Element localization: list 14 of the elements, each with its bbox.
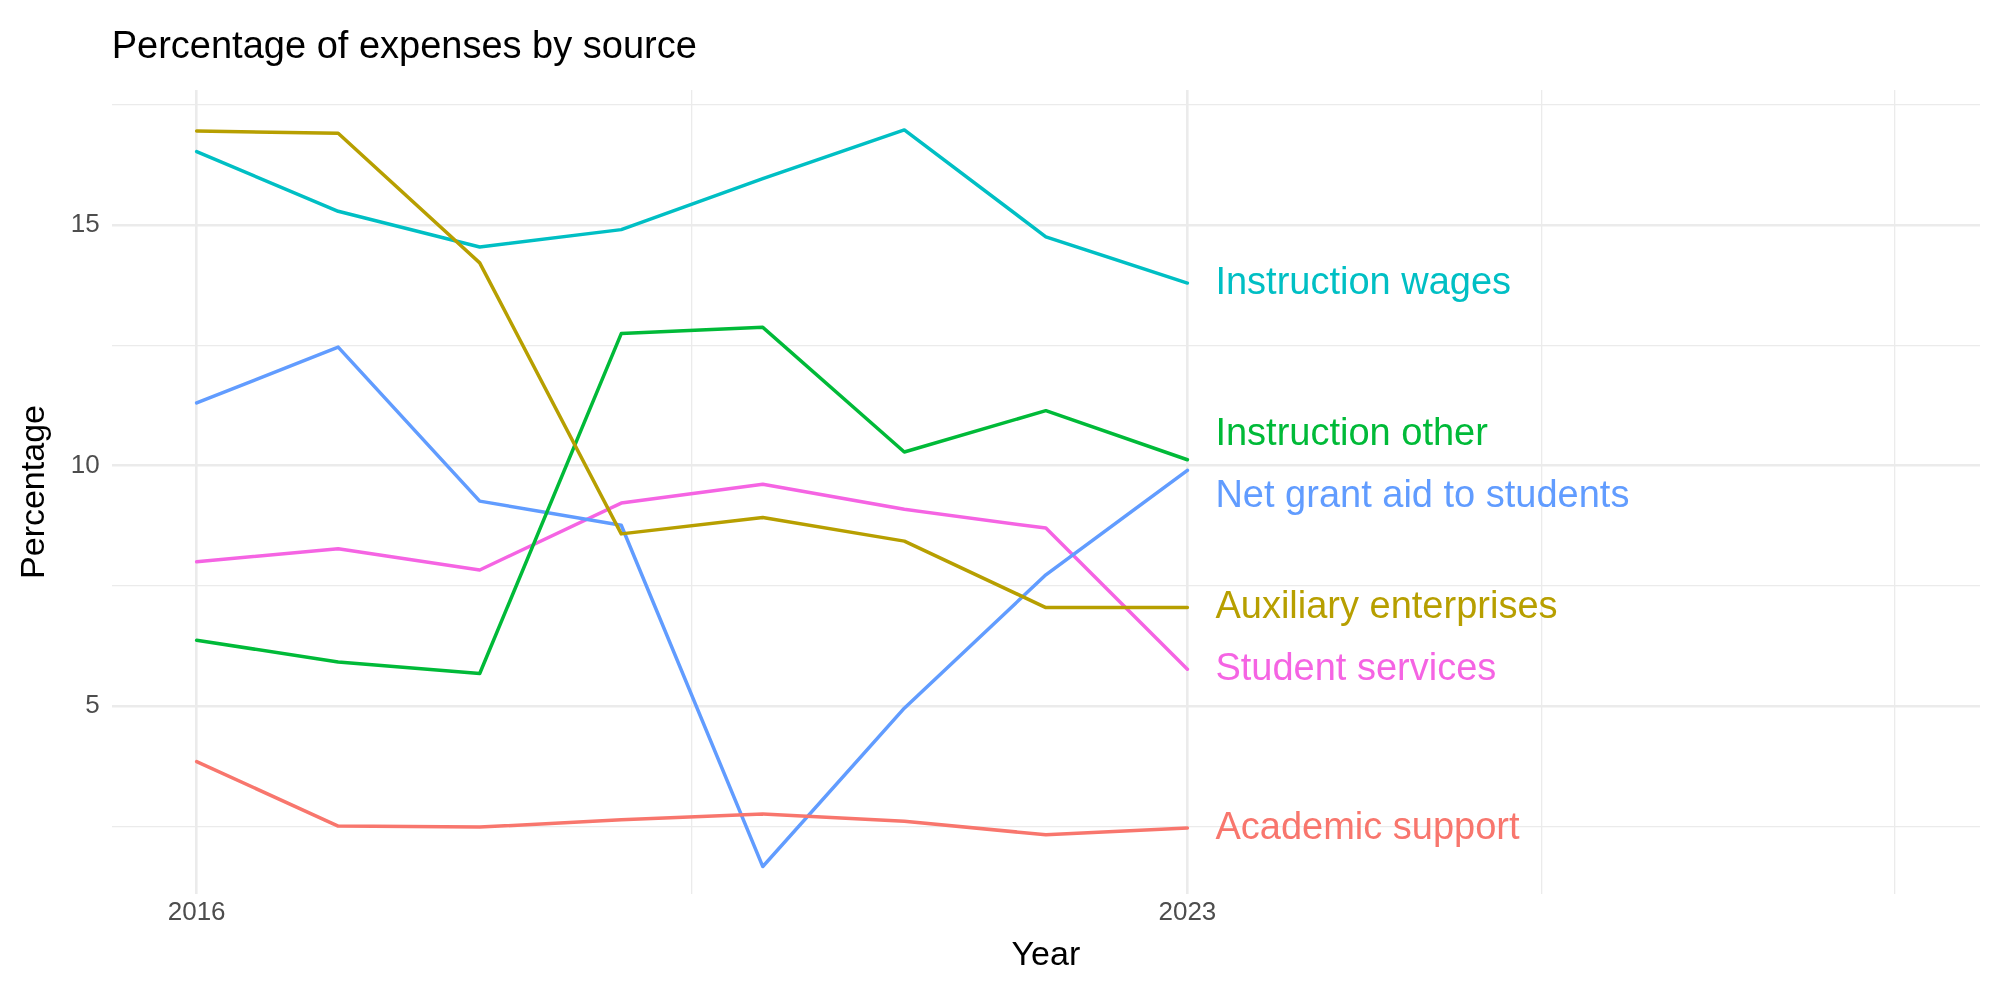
x-tick-label: 2023 bbox=[1158, 895, 1217, 926]
series-label: Auxiliary enterprises bbox=[1215, 583, 1558, 626]
series-label: Net grant aid to students bbox=[1215, 472, 1630, 515]
chart-title: Percentage of expenses by source bbox=[111, 24, 697, 66]
y-axis-title: Percentage bbox=[12, 405, 51, 579]
x-axis-title: Year bbox=[1011, 933, 1081, 972]
y-tick-label: 5 bbox=[85, 689, 100, 720]
series-label: Instruction other bbox=[1215, 410, 1489, 453]
x-tick-label: 2016 bbox=[167, 895, 226, 926]
y-tick-label: 10 bbox=[70, 448, 100, 479]
y-tick-label: 15 bbox=[70, 207, 100, 238]
series-label: Academic support bbox=[1215, 804, 1520, 847]
series-label: Student services bbox=[1215, 645, 1497, 688]
series-label: Instruction wages bbox=[1215, 259, 1512, 302]
